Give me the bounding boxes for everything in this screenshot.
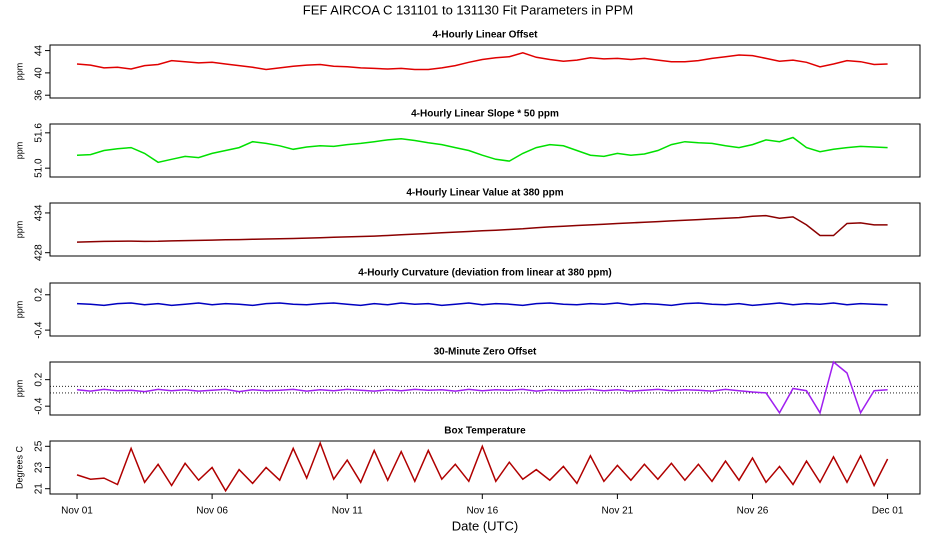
y-axis-label: ppm [14,301,24,319]
data-line [76,360,888,415]
panel-title: 4-Hourly Linear Slope * 50 ppm [411,109,559,120]
y-tick-label: 0.2 [34,372,45,386]
panel-frame [49,202,921,257]
panel-title: 4-Hourly Linear Value at 380 ppm [406,188,563,199]
data-line [76,136,888,164]
panel-frame [49,123,921,178]
y-tick-label: 0.2 [34,287,45,301]
y-tick-label: 44 [34,45,45,57]
panel-frame [49,44,921,99]
panel-frame [49,282,921,337]
y-tick-label: 51.0 [34,158,45,178]
page-title: FEF AIRCOA C 131101 to 131130 Fit Parame… [303,2,633,17]
y-tick-label: 21 [34,483,45,495]
y-axis-label: ppm [14,380,24,398]
panel-title: Box Temperature [444,426,526,437]
data-line [76,440,889,493]
y-tick-label: 25 [34,440,45,452]
x-tick-label: Nov 01 [61,506,93,517]
panel-title: 4-Hourly Curvature (deviation from linea… [358,268,611,279]
x-tick-label: Nov 11 [332,506,363,517]
y-axis-label: ppm [14,221,24,239]
data-line [76,214,888,243]
y-tick-label: 51.6 [34,123,45,143]
y-tick-label: -0.4 [34,397,45,415]
y-tick-label: 434 [34,204,45,221]
x-tick-label: Nov 16 [466,506,498,517]
x-tick-label: Nov 26 [737,506,769,517]
panel-title: 4-Hourly Linear Offset [432,30,538,41]
panel-frame [49,440,921,495]
y-tick-label: -0.4 [34,321,45,339]
panel-title: 30-Minute Zero Offset [434,347,537,358]
y-tick-label: 36 [34,89,45,101]
panel-frame [49,361,921,416]
x-tick-label: Nov 06 [196,506,228,517]
x-tick-label: Dec 01 [872,506,904,517]
y-axis-label: ppm [14,63,24,81]
y-axis-label: Degrees C [14,445,24,489]
data-line [76,302,888,307]
y-tick-label: 40 [34,67,45,79]
y-axis-label: ppm [14,142,24,160]
x-axis-label: Date (UTC) [452,518,518,533]
y-tick-label: 23 [34,462,45,474]
x-tick-label: Nov 21 [602,506,634,517]
data-line [76,52,888,71]
y-tick-label: 428 [34,244,45,261]
